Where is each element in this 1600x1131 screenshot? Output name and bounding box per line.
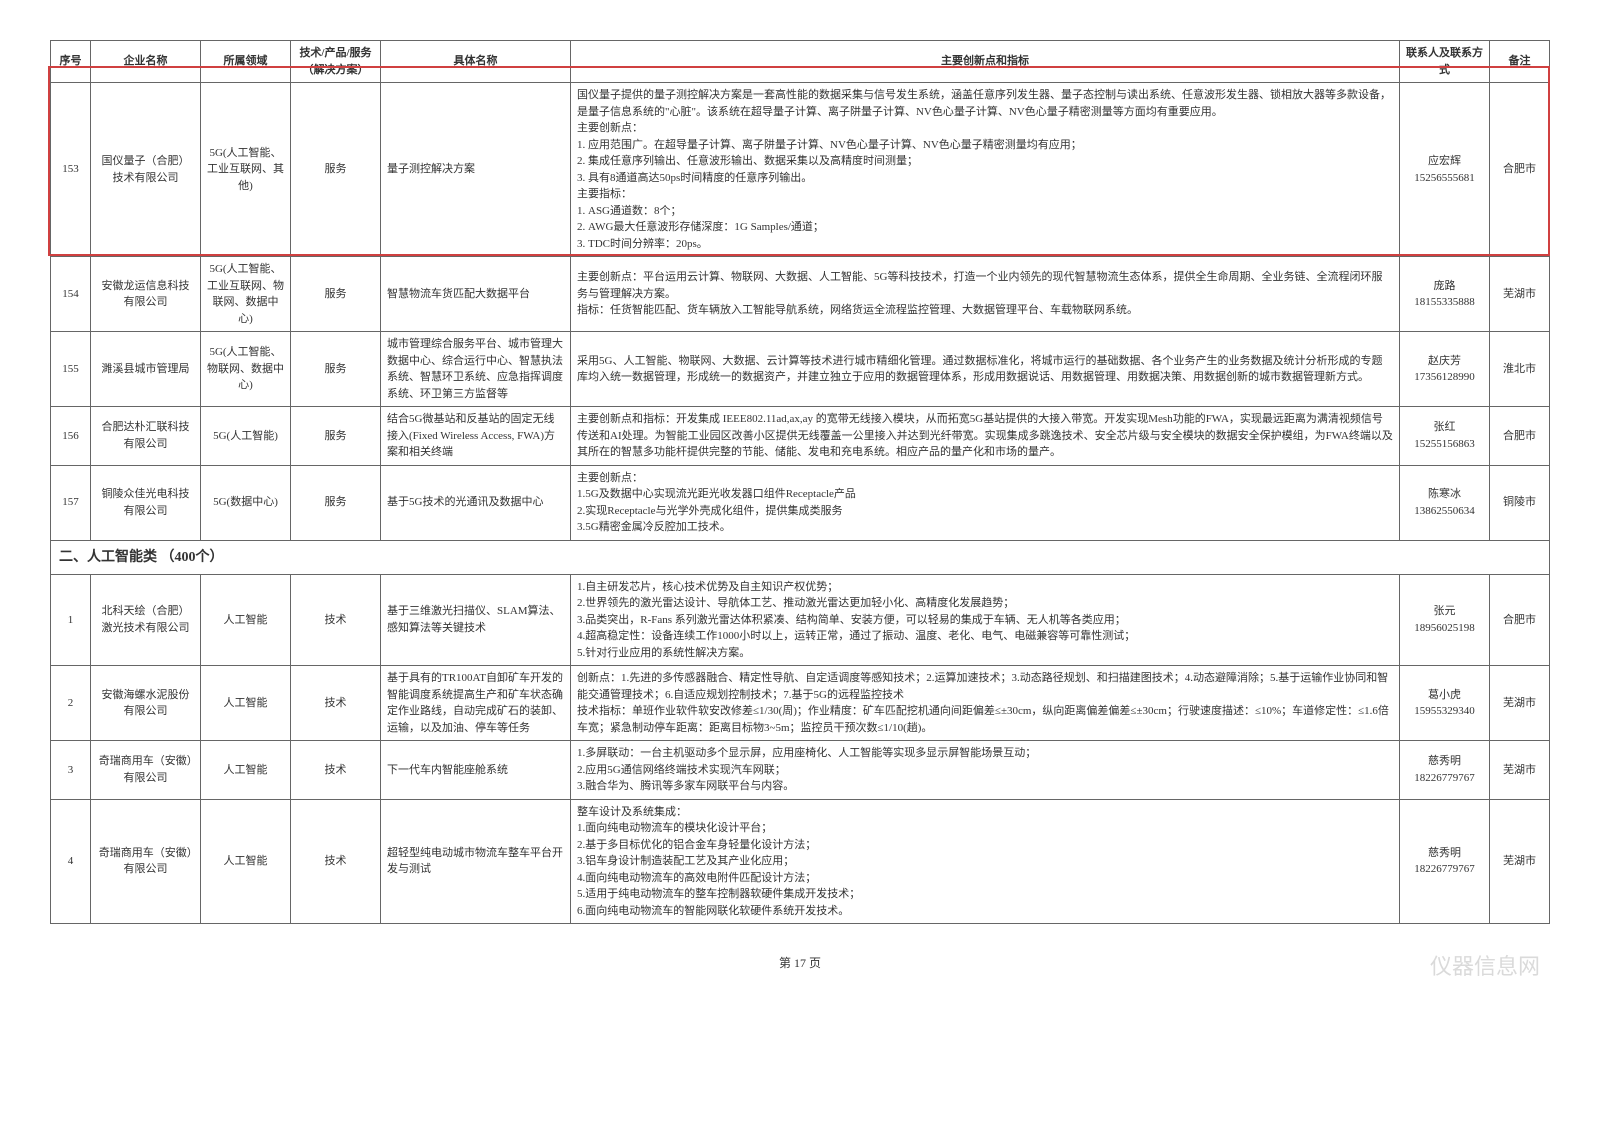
col-company: 企业名称: [91, 41, 201, 83]
cell-seq: 1: [51, 574, 91, 666]
document-table-container: 序号 企业名称 所属领域 技术/产品/服务（解决方案） 具体名称 主要创新点和指…: [50, 40, 1550, 924]
cell-innovation: 主要创新点：1.5G及数据中心实现流光距光收发器口组件Receptacle产品2…: [571, 465, 1400, 540]
cell-contact: 慈秀明18226779767: [1400, 741, 1490, 800]
cell-note: 芜湖市: [1490, 666, 1550, 741]
header-row: 序号 企业名称 所属领域 技术/产品/服务（解决方案） 具体名称 主要创新点和指…: [51, 41, 1550, 83]
cell-company: 奇瑞商用车（安徽）有限公司: [91, 799, 201, 924]
cell-domain: 人工智能: [201, 666, 291, 741]
col-innovation: 主要创新点和指标: [571, 41, 1400, 83]
table-row: 157铜陵众佳光电科技有限公司5G(数据中心)服务基于5G技术的光通讯及数据中心…: [51, 465, 1550, 540]
cell-name: 基于5G技术的光通讯及数据中心: [381, 465, 571, 540]
cell-company: 合肥达朴汇联科技有限公司: [91, 407, 201, 466]
cell-domain: 5G(人工智能、工业互联网、物联网、数据中心): [201, 257, 291, 332]
cell-note: 芜湖市: [1490, 799, 1550, 924]
cell-contact: 赵庆芳17356128990: [1400, 332, 1490, 407]
cell-name: 城市管理综合服务平台、城市管理大数据中心、综合运行中心、智慧执法系统、智慧环卫系…: [381, 332, 571, 407]
cell-contact: 庞路18155335888: [1400, 257, 1490, 332]
cell-name: 超轻型纯电动城市物流车整车平台开发与测试: [381, 799, 571, 924]
cell-type: 技术: [291, 799, 381, 924]
cell-company: 国仪量子（合肥）技术有限公司: [91, 83, 201, 257]
cell-contact: 张元18956025198: [1400, 574, 1490, 666]
cell-note: 合肥市: [1490, 83, 1550, 257]
cell-contact: 应宏辉15256555681: [1400, 83, 1490, 257]
cell-innovation: 整车设计及系统集成：1.面向纯电动物流车的模块化设计平台；2.基于多目标优化的铝…: [571, 799, 1400, 924]
cell-type: 服务: [291, 257, 381, 332]
cell-innovation: 采用5G、人工智能、物联网、大数据、云计算等技术进行城市精细化管理。通过数据标准…: [571, 332, 1400, 407]
cell-note: 芜湖市: [1490, 741, 1550, 800]
main-table: 序号 企业名称 所属领域 技术/产品/服务（解决方案） 具体名称 主要创新点和指…: [50, 40, 1550, 924]
cell-type: 技术: [291, 666, 381, 741]
cell-company: 濉溪县城市管理局: [91, 332, 201, 407]
cell-type: 技术: [291, 574, 381, 666]
cell-domain: 5G(人工智能、工业互联网、其他): [201, 83, 291, 257]
cell-contact: 张红15255156863: [1400, 407, 1490, 466]
cell-innovation: 创新点：1.先进的多传感器融合、精定性导航、自定适调度等感知技术；2.运算加速技…: [571, 666, 1400, 741]
cell-company: 安徽海螺水泥股份有限公司: [91, 666, 201, 741]
cell-innovation: 1.自主研发芯片，核心技术优势及自主知识产权优势；2.世界领先的激光雷达设计、导…: [571, 574, 1400, 666]
section-title: 二、人工智能类 （400个）: [51, 540, 1550, 574]
table-row: 156合肥达朴汇联科技有限公司5G(人工智能)服务结合5G微基站和反基站的固定无…: [51, 407, 1550, 466]
cell-name: 量子测控解决方案: [381, 83, 571, 257]
cell-seq: 156: [51, 407, 91, 466]
col-domain: 所属领域: [201, 41, 291, 83]
cell-innovation: 主要创新点：平台运用云计算、物联网、大数据、人工智能、5G等科技技术，打造一个业…: [571, 257, 1400, 332]
cell-innovation: 国仪量子提供的量子测控解决方案是一套高性能的数据采集与信号发生系统，涵盖任意序列…: [571, 83, 1400, 257]
cell-innovation: 1.多屏联动：一台主机驱动多个显示屏，应用座椅化、人工智能等实现多显示屏智能场景…: [571, 741, 1400, 800]
cell-domain: 5G(人工智能): [201, 407, 291, 466]
cell-contact: 陈寒冰13862550634: [1400, 465, 1490, 540]
cell-domain: 人工智能: [201, 799, 291, 924]
table-row: 154安徽龙运信息科技有限公司5G(人工智能、工业互联网、物联网、数据中心)服务…: [51, 257, 1550, 332]
cell-contact: 慈秀明18226779767: [1400, 799, 1490, 924]
cell-type: 服务: [291, 465, 381, 540]
cell-seq: 2: [51, 666, 91, 741]
cell-note: 淮北市: [1490, 332, 1550, 407]
cell-note: 合肥市: [1490, 407, 1550, 466]
cell-domain: 人工智能: [201, 741, 291, 800]
table-row: 2安徽海螺水泥股份有限公司人工智能技术基于具有的TR100AT自卸矿车开发的智能…: [51, 666, 1550, 741]
col-type: 技术/产品/服务（解决方案）: [291, 41, 381, 83]
cell-seq: 3: [51, 741, 91, 800]
table-row: 1北科天绘（合肥）激光技术有限公司人工智能技术基于三维激光扫描仪、SLAM算法、…: [51, 574, 1550, 666]
section-header-row: 二、人工智能类 （400个）: [51, 540, 1550, 574]
table-row: 4奇瑞商用车（安徽）有限公司人工智能技术超轻型纯电动城市物流车整车平台开发与测试…: [51, 799, 1550, 924]
col-name: 具体名称: [381, 41, 571, 83]
cell-company: 北科天绘（合肥）激光技术有限公司: [91, 574, 201, 666]
cell-seq: 157: [51, 465, 91, 540]
cell-domain: 人工智能: [201, 574, 291, 666]
col-seq: 序号: [51, 41, 91, 83]
col-contact: 联系人及联系方式: [1400, 41, 1490, 83]
cell-name: 基于三维激光扫描仪、SLAM算法、感知算法等关键技术: [381, 574, 571, 666]
cell-type: 服务: [291, 332, 381, 407]
cell-contact: 葛小虎15955329340: [1400, 666, 1490, 741]
cell-note: 合肥市: [1490, 574, 1550, 666]
cell-company: 安徽龙运信息科技有限公司: [91, 257, 201, 332]
cell-seq: 154: [51, 257, 91, 332]
cell-note: 芜湖市: [1490, 257, 1550, 332]
page-footer: 第 17 页: [50, 954, 1550, 971]
cell-type: 服务: [291, 83, 381, 257]
cell-seq: 155: [51, 332, 91, 407]
cell-name: 结合5G微基站和反基站的固定无线接入(Fixed Wireless Access…: [381, 407, 571, 466]
cell-company: 奇瑞商用车（安徽）有限公司: [91, 741, 201, 800]
cell-seq: 153: [51, 83, 91, 257]
cell-name: 下一代车内智能座舱系统: [381, 741, 571, 800]
col-note: 备注: [1490, 41, 1550, 83]
cell-domain: 5G(数据中心): [201, 465, 291, 540]
cell-note: 铜陵市: [1490, 465, 1550, 540]
cell-domain: 5G(人工智能、物联网、数据中心): [201, 332, 291, 407]
table-row: 153国仪量子（合肥）技术有限公司5G(人工智能、工业互联网、其他)服务量子测控…: [51, 83, 1550, 257]
cell-name: 基于具有的TR100AT自卸矿车开发的智能调度系统提高生产和矿车状态确定作业路线…: [381, 666, 571, 741]
cell-type: 技术: [291, 741, 381, 800]
cell-company: 铜陵众佳光电科技有限公司: [91, 465, 201, 540]
cell-innovation: 主要创新点和指标：开发集成 IEEE802.11ad,ax,ay 的宽带无线接入…: [571, 407, 1400, 466]
cell-name: 智慧物流车货匹配大数据平台: [381, 257, 571, 332]
table-row: 155濉溪县城市管理局5G(人工智能、物联网、数据中心)服务城市管理综合服务平台…: [51, 332, 1550, 407]
cell-type: 服务: [291, 407, 381, 466]
table-row: 3奇瑞商用车（安徽）有限公司人工智能技术下一代车内智能座舱系统1.多屏联动：一台…: [51, 741, 1550, 800]
cell-seq: 4: [51, 799, 91, 924]
